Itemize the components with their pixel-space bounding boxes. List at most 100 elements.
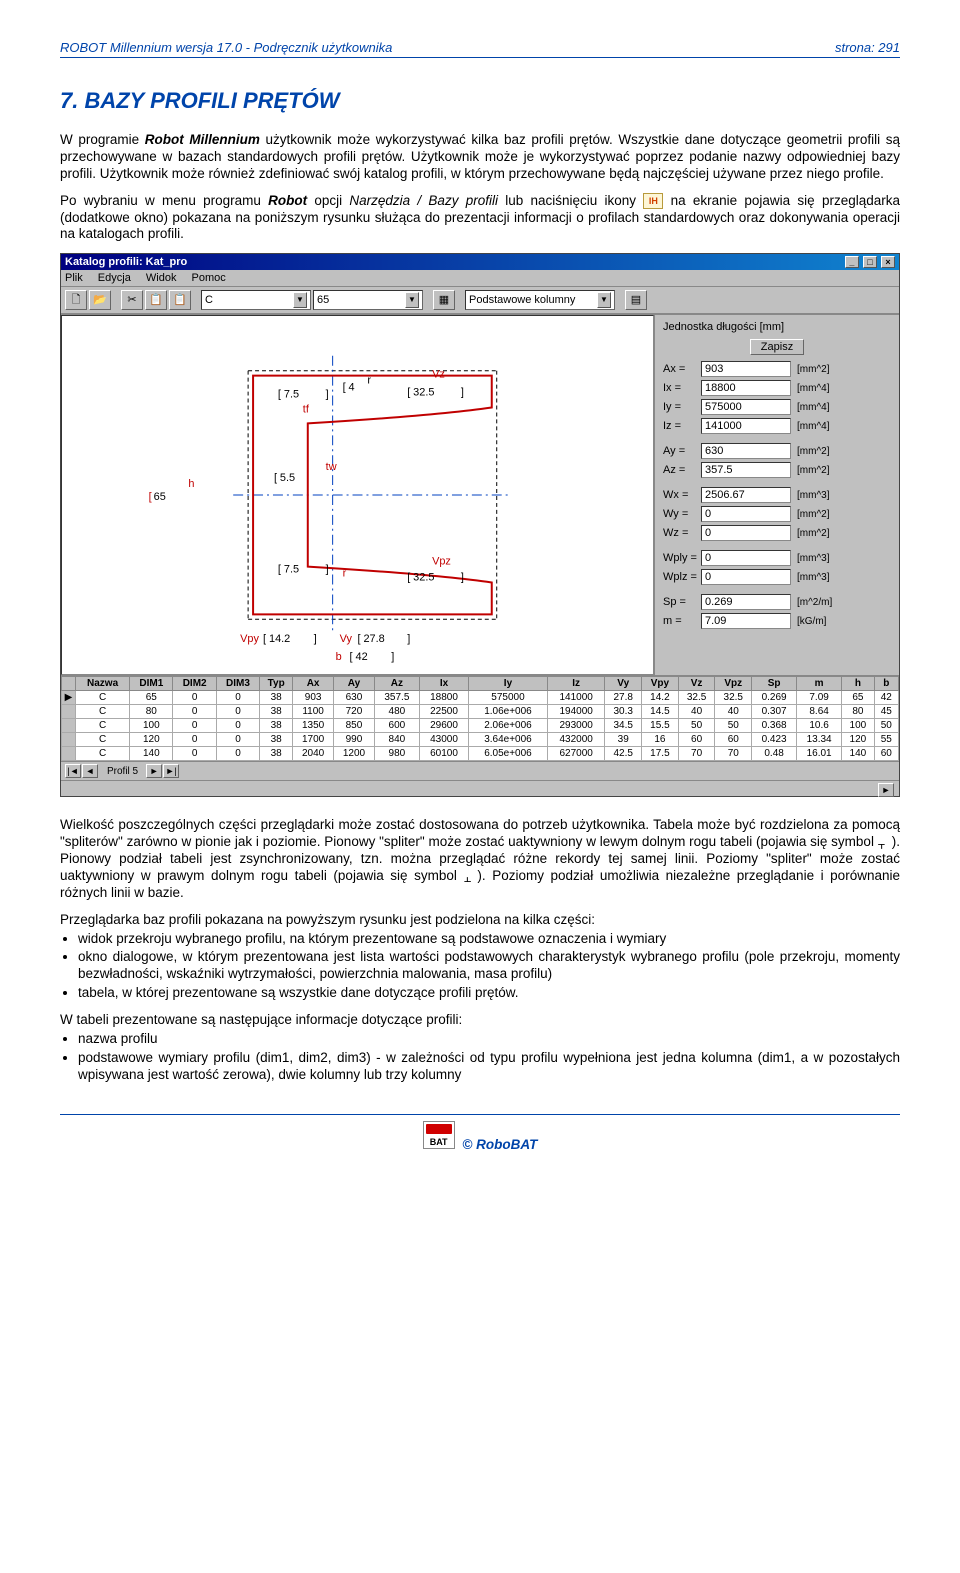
menu-edit[interactable]: Edycja [98,272,131,284]
header-right: strona: 291 [835,40,900,55]
svg-text:[: [ [149,491,152,503]
open-icon[interactable]: 📂 [89,290,111,310]
menu-file[interactable]: Plik [65,272,83,284]
svg-text:[: [ [407,387,410,399]
profile-type-combo[interactable]: C▼ [201,290,311,310]
copy-icon[interactable]: 📋 [145,290,167,310]
minimize-button[interactable]: _ [845,256,859,268]
svg-text:r: r [343,568,347,580]
prop-input[interactable] [701,594,791,610]
prop-label: Az = [663,464,701,476]
paste-icon[interactable]: 📋 [169,290,191,310]
menu-help[interactable]: Pomoc [192,272,226,284]
prop-unit: [mm^3] [797,572,829,583]
prop-input[interactable] [701,443,791,459]
table-header[interactable]: Vpy [642,677,679,691]
table-header[interactable]: Typ [260,677,293,691]
close-button[interactable]: × [881,256,895,268]
prop-input[interactable] [701,380,791,396]
nav-prev-button[interactable]: ◄ [82,764,98,778]
prop-label: Wz = [663,527,701,539]
prop-unit: [mm^4] [797,383,829,394]
cut-icon[interactable]: ✂ [121,290,143,310]
list-item: nazwa profilu [78,1031,900,1048]
paragraph-1: W programie Robot Millennium użytkownik … [60,132,900,183]
table-header[interactable]: Ix [419,677,468,691]
table-header[interactable]: Vpz [715,677,752,691]
table-header[interactable]: Vz [678,677,715,691]
svg-text:h: h [188,478,194,490]
prop-label: Sp = [663,596,701,608]
profile-diagram: [ 65 h [7.5] [4 r tf Vz [32.5] [5.5 tw [… [61,315,654,675]
scroll-right-icon[interactable]: ► [878,783,894,797]
prop-unit: [mm^3] [797,553,829,564]
nav-last-button[interactable]: ►| [163,764,179,778]
table-header[interactable]: Iy [469,677,548,691]
table-header[interactable]: Az [374,677,419,691]
unit-label: Jednostka długości [mm] [663,321,784,333]
svg-text:[: [ [263,633,266,645]
footer-text: © RoboBAT [462,1137,537,1152]
svg-text:Vz: Vz [432,369,445,381]
maximize-button[interactable]: □ [863,256,877,268]
table-header[interactable]: Ax [293,677,334,691]
nav-next-button[interactable]: ► [146,764,162,778]
svg-text:tw: tw [326,461,337,473]
prop-input[interactable] [701,361,791,377]
prop-input[interactable] [701,462,791,478]
table-header[interactable]: DIM3 [216,677,259,691]
new-icon[interactable]: 🗋 [65,290,87,310]
prop-input[interactable] [701,550,791,566]
table-row[interactable]: C8000381100720480225001.06e+00619400030.… [62,705,899,719]
table-header[interactable]: b [874,677,898,691]
prop-row: Iz =[mm^4] [663,418,891,434]
prop-unit: [mm^4] [797,421,829,432]
svg-text:[: [ [407,572,410,584]
chevron-down-icon: ▼ [597,292,611,308]
prop-input[interactable] [701,613,791,629]
table-header[interactable]: DIM2 [173,677,216,691]
svg-text:Vpy: Vpy [240,633,259,645]
bullet-list-1: widok przekroju wybranego profilu, na kt… [78,931,900,1003]
table-row[interactable]: C12000381700990840430003.64e+00643200039… [62,733,899,747]
menu-view[interactable]: Widok [146,272,177,284]
page-header: ROBOT Millennium wersja 17.0 - Podręczni… [60,40,900,58]
prop-input[interactable] [701,569,791,585]
prop-input[interactable] [701,418,791,434]
prop-input[interactable] [701,487,791,503]
window-titlebar: Katalog profili: Kat_pro _ □ × [61,254,899,270]
prop-row: m =[kG/m] [663,613,891,629]
table-header[interactable]: Vy [605,677,642,691]
prop-label: Wply = [663,552,701,564]
prop-input[interactable] [701,525,791,541]
table-header[interactable]: DIM1 [130,677,173,691]
profile-size-combo[interactable]: 65▼ [313,290,423,310]
prop-unit: [m^2/m] [797,597,832,608]
layout-icon[interactable]: ▤ [625,290,647,310]
scrollbar[interactable]: ► [61,780,899,796]
prop-input[interactable] [701,399,791,415]
grid-icon[interactable]: ▦ [433,290,455,310]
table-header[interactable]: m [797,677,842,691]
table-header[interactable]: Nazwa [76,677,130,691]
menubar: Plik Edycja Widok Pomoc [61,270,899,287]
nav-first-button[interactable]: |◄ [65,764,81,778]
svg-text:Vy: Vy [340,633,353,645]
table-header[interactable]: Iz [547,677,605,691]
columns-combo[interactable]: Podstawowe kolumny▼ [465,290,615,310]
header-left: ROBOT Millennium wersja 17.0 - Podręczni… [60,40,392,55]
prop-row: Iy =[mm^4] [663,399,891,415]
save-button[interactable]: Zapisz [750,339,804,355]
paragraph-2: Po wybraniu w menu programu Robot opcji … [60,193,900,244]
table-header[interactable]: Sp [752,677,797,691]
robobat-logo-icon [423,1121,455,1149]
table-header[interactable]: h [842,677,875,691]
table-row[interactable]: C140003820401200980601006.05e+0066270004… [62,747,899,761]
table-row[interactable]: C10000381350850600296002.06e+00629300034… [62,719,899,733]
prop-row: Wply = [mm^3] [663,550,891,566]
prop-input[interactable] [701,506,791,522]
prop-label: Ax = [663,363,701,375]
list-item: widok przekroju wybranego profilu, na kt… [78,931,900,948]
table-row[interactable]: ▶C650038903630357.51880057500014100027.8… [62,691,899,705]
table-header[interactable]: Ay [334,677,375,691]
